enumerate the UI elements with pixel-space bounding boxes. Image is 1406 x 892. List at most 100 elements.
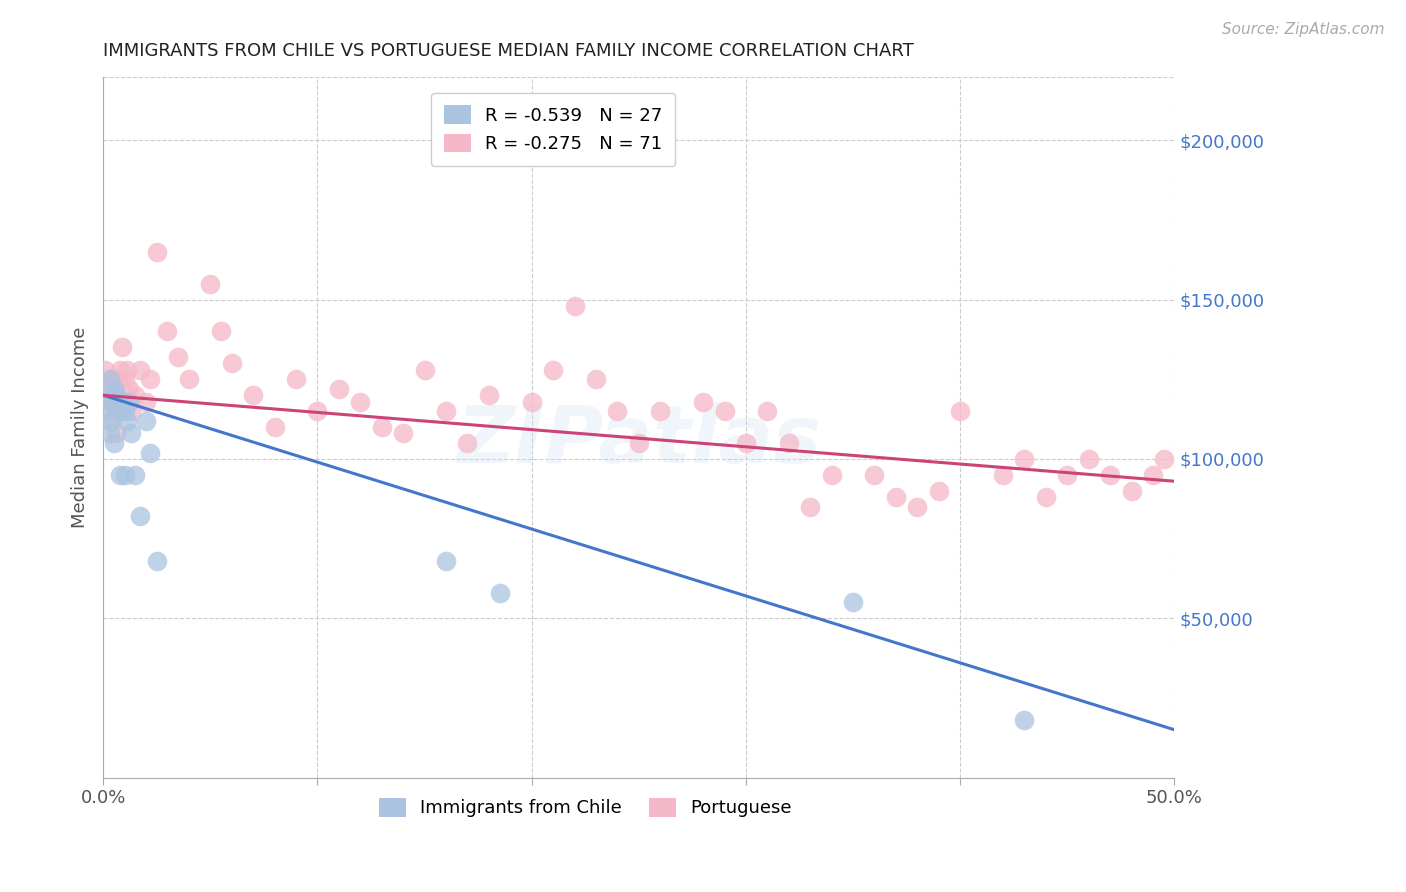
Point — [118, 382, 141, 396]
Point — [94, 362, 117, 376]
Point — [520, 394, 543, 409]
Point — [111, 340, 134, 354]
Point — [307, 404, 329, 418]
Point — [209, 325, 232, 339]
Point — [1035, 490, 1057, 504]
Point — [124, 467, 146, 482]
Point — [139, 445, 162, 459]
Point — [128, 509, 150, 524]
Point — [434, 554, 457, 568]
Point — [110, 362, 132, 376]
Point — [120, 404, 142, 418]
Point — [713, 404, 735, 418]
Point — [107, 394, 129, 409]
Point — [103, 382, 125, 396]
Point — [96, 382, 118, 396]
Point — [413, 362, 436, 376]
Text: Source: ZipAtlas.com: Source: ZipAtlas.com — [1222, 22, 1385, 37]
Point — [114, 394, 136, 409]
Point — [103, 382, 125, 396]
Point — [328, 382, 350, 396]
Point — [100, 394, 122, 409]
Point — [478, 388, 501, 402]
Point — [200, 277, 222, 291]
Point — [156, 325, 179, 339]
Point — [1142, 467, 1164, 482]
Point — [799, 500, 821, 514]
Point — [1056, 467, 1078, 482]
Point — [103, 436, 125, 450]
Point — [120, 426, 142, 441]
Point — [115, 362, 138, 376]
Point — [110, 404, 132, 418]
Point — [1099, 467, 1122, 482]
Point — [104, 388, 127, 402]
Point — [115, 414, 138, 428]
Point — [392, 426, 415, 441]
Point — [370, 420, 392, 434]
Point — [167, 350, 190, 364]
Point — [842, 595, 865, 609]
Point — [110, 394, 132, 409]
Point — [1014, 452, 1036, 467]
Point — [139, 372, 162, 386]
Point — [114, 467, 136, 482]
Point — [778, 436, 800, 450]
Point — [110, 467, 132, 482]
Point — [1121, 483, 1143, 498]
Point — [905, 500, 928, 514]
Point — [124, 388, 146, 402]
Point — [114, 404, 136, 418]
Text: ZIPatlas: ZIPatlas — [457, 402, 821, 480]
Point — [735, 436, 758, 450]
Point — [103, 404, 125, 418]
Point — [949, 404, 972, 418]
Point — [135, 394, 157, 409]
Point — [100, 372, 122, 386]
Point — [564, 299, 586, 313]
Legend: Immigrants from Chile, Portuguese: Immigrants from Chile, Portuguese — [371, 791, 799, 824]
Point — [100, 414, 122, 428]
Point — [627, 436, 650, 450]
Point — [1153, 452, 1175, 467]
Point — [114, 372, 136, 386]
Point — [585, 372, 607, 386]
Point — [135, 414, 157, 428]
Point — [98, 372, 121, 386]
Point — [104, 388, 127, 402]
Point — [96, 388, 118, 402]
Point — [98, 426, 121, 441]
Point — [145, 554, 167, 568]
Point — [488, 586, 510, 600]
Point — [263, 420, 285, 434]
Point — [606, 404, 628, 418]
Point — [98, 414, 121, 428]
Point — [111, 394, 134, 409]
Point — [928, 483, 950, 498]
Point — [1014, 713, 1036, 727]
Text: IMMIGRANTS FROM CHILE VS PORTUGUESE MEDIAN FAMILY INCOME CORRELATION CHART: IMMIGRANTS FROM CHILE VS PORTUGUESE MEDI… — [103, 42, 914, 60]
Point — [177, 372, 200, 386]
Point — [94, 404, 117, 418]
Point — [650, 404, 672, 418]
Point — [991, 467, 1014, 482]
Point — [434, 404, 457, 418]
Point — [98, 394, 121, 409]
Point — [884, 490, 907, 504]
Point — [145, 244, 167, 259]
Point — [756, 404, 779, 418]
Point — [1077, 452, 1099, 467]
Point — [456, 436, 478, 450]
Point — [541, 362, 564, 376]
Point — [349, 394, 371, 409]
Point — [107, 372, 129, 386]
Point — [118, 394, 141, 409]
Point — [692, 394, 714, 409]
Point — [820, 467, 842, 482]
Point — [104, 426, 127, 441]
Point — [221, 356, 243, 370]
Point — [863, 467, 886, 482]
Point — [242, 388, 264, 402]
Point — [100, 394, 122, 409]
Point — [107, 404, 129, 418]
